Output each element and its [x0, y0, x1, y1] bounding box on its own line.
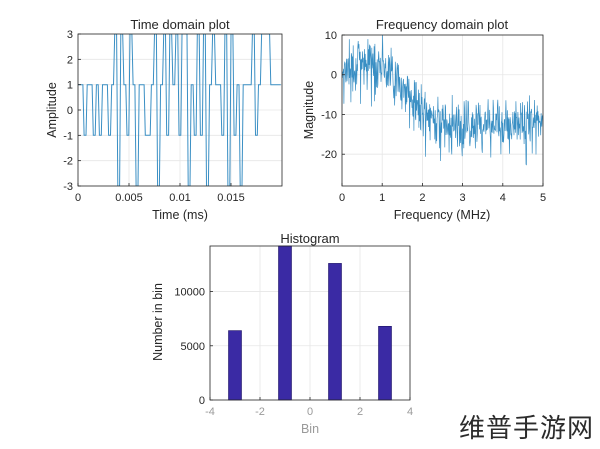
frequency-spectrum-line	[342, 35, 543, 166]
frequency-y-tick-label: -10	[321, 109, 337, 121]
time-x-tick-label: 0.01	[169, 192, 190, 204]
frequency-domain-chart: 0 1 2 3 4 5 -20 -10 0 10 Frequency domain plot Fr…	[302, 17, 546, 222]
time-y-tick-label: -1	[63, 130, 73, 142]
watermark-text: 维普手游网	[458, 414, 594, 444]
frequency-ticks: 0 1 2 3 4 5 -20 -10 0 10	[321, 30, 546, 204]
frequency-spectrum-path	[342, 35, 543, 166]
frequency-x-tick-label: 1	[379, 192, 385, 204]
time-signal-line	[78, 34, 281, 186]
histogram-y-axis-label: Number in bin	[151, 283, 165, 361]
histogram-bars	[228, 245, 392, 401]
histogram-x-tick-label: -2	[255, 406, 265, 418]
frequency-chart-title: Frequency domain plot	[376, 17, 509, 32]
time-y-axis-label: Amplitude	[45, 82, 59, 138]
time-y-tick-label: -2	[63, 156, 73, 168]
time-x-tick-label: 0.005	[115, 192, 143, 204]
time-y-tick-label: 1	[67, 80, 73, 92]
time-ticks: 0 0.005 0.01 0.015 -3 -2 -1 0 1 2 3	[63, 29, 245, 204]
histogram-bar	[278, 245, 292, 401]
frequency-x-tick-label: 0	[339, 192, 345, 204]
histogram-chart: -4 -2 0 2 4 0 5000 10000 Histogram Bin Number i…	[151, 231, 413, 436]
histogram-y-tick-label: 5000	[181, 341, 205, 353]
histogram-bar	[228, 330, 242, 401]
histogram-bar	[378, 325, 392, 401]
histogram-x-tick-label: 4	[407, 406, 413, 418]
frequency-axes-box	[341, 34, 544, 187]
frequency-x-axis-label: Frequency (MHz)	[394, 208, 491, 222]
time-y-tick-label: 0	[67, 105, 73, 117]
frequency-x-tick-label: 4	[500, 192, 506, 204]
histogram-x-tick-label: 2	[357, 406, 363, 418]
histogram-title: Histogram	[280, 231, 339, 246]
time-x-axis-label: Time (ms)	[152, 208, 208, 222]
frequency-y-axis-label: Magnitude	[302, 81, 316, 139]
time-signal-path	[78, 34, 281, 186]
histogram-x-tick-label: 0	[307, 406, 313, 418]
histogram-ticks: -4 -2 0 2 4 0 5000 10000	[174, 287, 413, 418]
time-y-tick-label: -3	[63, 181, 73, 193]
time-domain-chart: 0 0.005 0.01 0.015 -3 -2 -1 0 1 2 3 Time domain pl…	[45, 17, 283, 222]
frequency-y-tick-label: 10	[325, 30, 337, 42]
time-chart-title: Time domain plot	[130, 17, 230, 32]
time-y-tick-label: 2	[67, 54, 73, 66]
frequency-x-tick-label: 3	[460, 192, 466, 204]
histogram-x-axis-label: Bin	[301, 422, 319, 436]
time-x-tick-label: 0	[75, 192, 81, 204]
frequency-y-tick-label: -20	[321, 149, 337, 161]
time-x-tick-label: 0.015	[217, 192, 245, 204]
histogram-x-tick-label: -4	[205, 406, 215, 418]
frequency-x-tick-label: 5	[540, 192, 546, 204]
histogram-bar	[328, 263, 342, 401]
histogram-y-tick-label: 10000	[174, 287, 205, 299]
frequency-x-tick-label: 2	[419, 192, 425, 204]
frequency-y-tick-label: 0	[331, 70, 337, 82]
time-y-tick-label: 3	[67, 29, 73, 41]
histogram-y-tick-label: 0	[199, 395, 205, 407]
